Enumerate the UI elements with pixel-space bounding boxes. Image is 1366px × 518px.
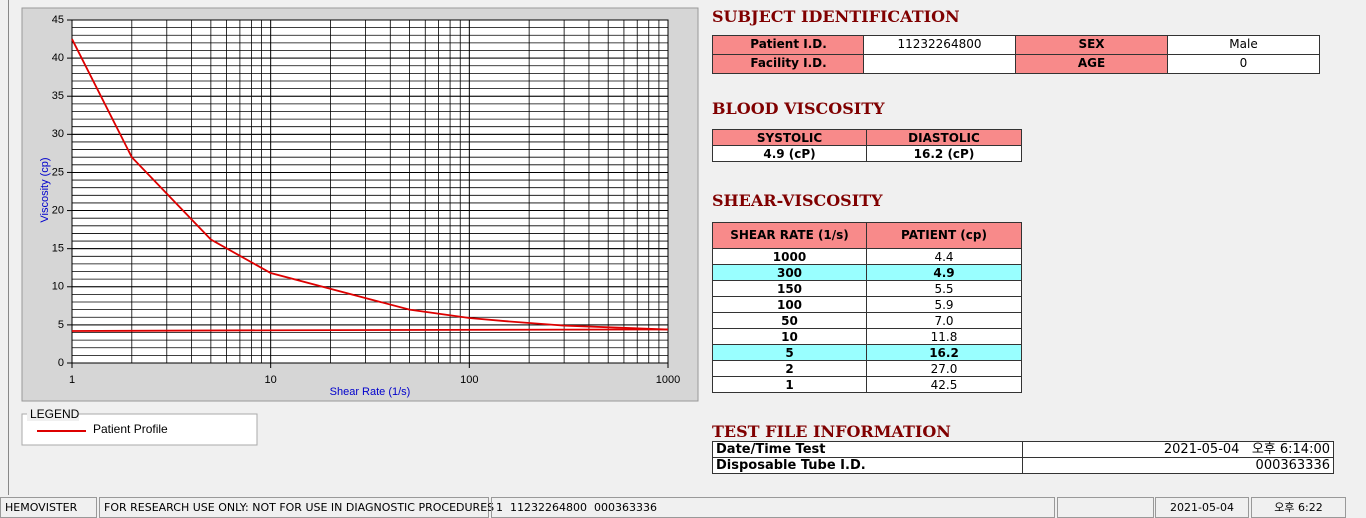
status-cell: 2021-05-04 [1155, 497, 1249, 518]
y-tick-label: 5 [58, 319, 64, 331]
data-line [71, 328, 669, 332]
table-header: SYSTOLIC [712, 129, 867, 146]
table-cell: 50 [712, 312, 867, 329]
field-label: Facility I.D. [712, 54, 865, 74]
status-cell: FOR RESEARCH USE ONLY: NOT FOR USE IN DI… [99, 497, 494, 518]
y-tick-label: 30 [52, 128, 64, 140]
table-cell: 7.0 [866, 312, 1022, 329]
section-title: SUBJECT IDENTIFICATION [712, 7, 960, 26]
table-cell: 5 [712, 344, 867, 361]
window-border [8, 0, 9, 495]
table-header: DIASTOLIC [866, 129, 1022, 146]
section-title: SHEAR-VISCOSITY [712, 191, 883, 210]
status-cell: 오후 6:22 [1251, 497, 1346, 518]
x-axis-label: Shear Rate (1/s) [330, 386, 411, 398]
info-value: 000363336 [1022, 457, 1334, 474]
field-value [863, 54, 1016, 74]
section-title: TEST FILE INFORMATION [712, 422, 951, 441]
y-tick-label: 15 [52, 243, 64, 255]
y-axis-label: Viscosity (cp) [39, 157, 51, 222]
y-tick-label: 20 [52, 204, 64, 216]
table-cell: 4.9 (cP) [712, 145, 867, 162]
status-cell [1057, 497, 1154, 518]
table-cell: 16.2 (cP) [866, 145, 1022, 162]
y-tick-label: 45 [52, 14, 64, 26]
y-tick-label: 35 [52, 90, 64, 102]
table-cell: 150 [712, 280, 867, 297]
table-header: PATIENT (cp) [866, 222, 1022, 249]
chart: 0 5 10 15 20 25 30 35 40 45 1 10 100 1000 Shear Rate … [21, 7, 699, 446]
table-cell: 5.5 [866, 280, 1022, 297]
field-value: 0 [1167, 54, 1320, 74]
legend-title: LEGEND [30, 407, 80, 421]
field-value: Male [1167, 35, 1320, 55]
y-tick-label: 10 [52, 281, 64, 293]
field-value: 11232264800 [863, 35, 1016, 55]
plot-frame [71, 19, 669, 364]
plot-area [72, 20, 668, 363]
y-tick-label: 0 [58, 357, 64, 369]
table-cell: 42.5 [866, 376, 1022, 393]
field-label: Patient I.D. [712, 35, 865, 55]
table-cell: 10 [712, 328, 867, 345]
table-cell: 5.9 [866, 296, 1022, 313]
table-cell: 1000 [712, 248, 867, 265]
table-cell: 100 [712, 296, 867, 313]
status-cell: 1 11232264800 000363336 [491, 497, 1055, 518]
table-cell: 300 [712, 264, 867, 281]
data-line [71, 38, 669, 331]
x-tick-label: 1000 [656, 374, 680, 386]
info-value: 2021-05-04 오후 6:14:00 [1022, 441, 1334, 458]
table-cell: 1 [712, 376, 867, 393]
table-cell: 4.4 [866, 248, 1022, 265]
section-title: BLOOD VISCOSITY [712, 99, 885, 118]
x-tick-label: 1 [69, 374, 75, 386]
x-tick-label: 100 [460, 374, 478, 386]
status-cell: HEMOVISTER [0, 497, 97, 518]
table-cell: 27.0 [866, 360, 1022, 377]
info-label: Disposable Tube I.D. [712, 457, 1023, 474]
field-label: AGE [1015, 54, 1168, 74]
table-cell: 2 [712, 360, 867, 377]
field-label: SEX [1015, 35, 1168, 55]
y-tick-label: 40 [52, 52, 64, 64]
legend-label: Patient Profile [93, 422, 168, 436]
x-tick-label: 10 [265, 374, 277, 386]
info-label: Date/Time Test [712, 441, 1023, 458]
table-cell: 16.2 [866, 344, 1022, 361]
table-header: SHEAR RATE (1/s) [712, 222, 867, 249]
table-cell: 11.8 [866, 328, 1022, 345]
legend-title-bg [27, 409, 79, 421]
y-tick-label: 25 [52, 166, 64, 178]
table-cell: 4.9 [866, 264, 1022, 281]
